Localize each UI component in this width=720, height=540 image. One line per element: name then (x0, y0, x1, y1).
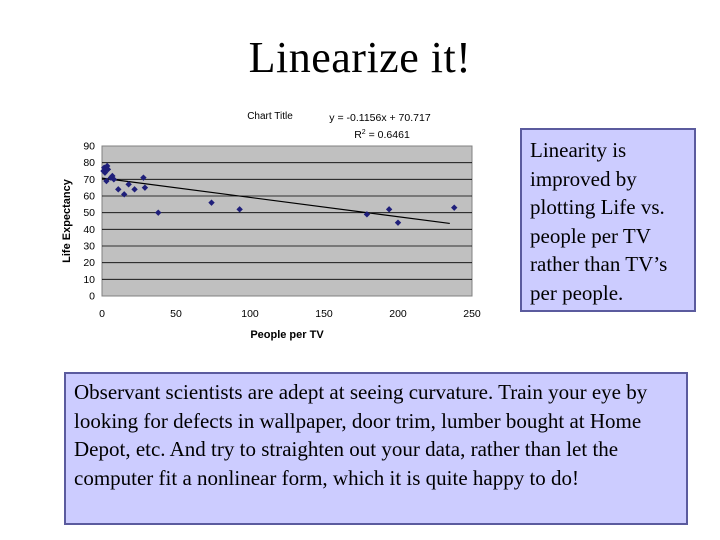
x-tick-label: 200 (389, 308, 407, 320)
y-tick-label: 0 (89, 291, 95, 303)
data-point (155, 209, 162, 216)
data-point (131, 186, 138, 193)
trendline-equation: y = -0.1156x + 70.717 (329, 112, 431, 124)
slide-title: Linearize it! (248, 33, 472, 82)
y-tick-label: 20 (83, 257, 95, 269)
bottom-note-box: Observant scientists are adept at seeing… (64, 372, 688, 525)
data-point (121, 191, 128, 198)
x-tick-labels: 0 50 100 150 200 250 (99, 308, 481, 320)
data-point (385, 206, 393, 213)
x-axis-label: People per TV (250, 329, 324, 341)
x-tick-label: 250 (463, 308, 481, 320)
y-tick-label: 60 (83, 191, 95, 203)
data-point (236, 206, 243, 213)
chart-title: Chart Title (247, 111, 293, 122)
scatter-chart: 0 10 20 30 40 50 60 70 80 90 0 50 100 150 200 250 Char… (61, 111, 481, 341)
bottom-note-text: Observant scientists are adept at seeing… (74, 380, 648, 490)
x-tick-label: 50 (170, 308, 182, 320)
y-tick-label: 90 (83, 141, 95, 153)
y-tick-label: 70 (83, 174, 95, 186)
y-tick-label: 30 (83, 241, 95, 253)
side-note-box: Linearity is improved by plotting Life v… (520, 128, 696, 312)
r-squared-symbol: R (354, 129, 362, 141)
y-tick-label: 10 (83, 274, 95, 286)
x-tick-label: 0 (99, 308, 105, 320)
y-axis-label: Life Expectancy (61, 178, 73, 263)
y-tick-label: 50 (83, 207, 95, 219)
side-note-text: Linearity is improved by plotting Life v… (530, 138, 668, 305)
r-squared-exponent: 2 (362, 129, 366, 136)
x-tick-label: 100 (241, 308, 259, 320)
y-tick-label: 40 (83, 224, 95, 236)
trendline (101, 177, 450, 225)
data-point (141, 184, 149, 191)
data-point (115, 186, 122, 193)
r-squared-label: R2 = 0.6461 (354, 129, 410, 141)
plot-area (101, 145, 473, 297)
data-point (125, 181, 132, 188)
data-point (451, 204, 458, 211)
y-tick-label: 80 (83, 157, 95, 169)
data-point (394, 219, 402, 226)
data-point (140, 174, 147, 181)
data-point (104, 166, 112, 173)
data-point (208, 199, 215, 206)
x-tick-label: 150 (315, 308, 333, 320)
data-point (110, 176, 118, 183)
data-point (363, 211, 371, 218)
gridlines (102, 162, 472, 280)
y-tick-labels: 0 10 20 30 40 50 60 70 80 90 (83, 141, 95, 303)
r-squared-value: = 0.6461 (366, 129, 410, 141)
